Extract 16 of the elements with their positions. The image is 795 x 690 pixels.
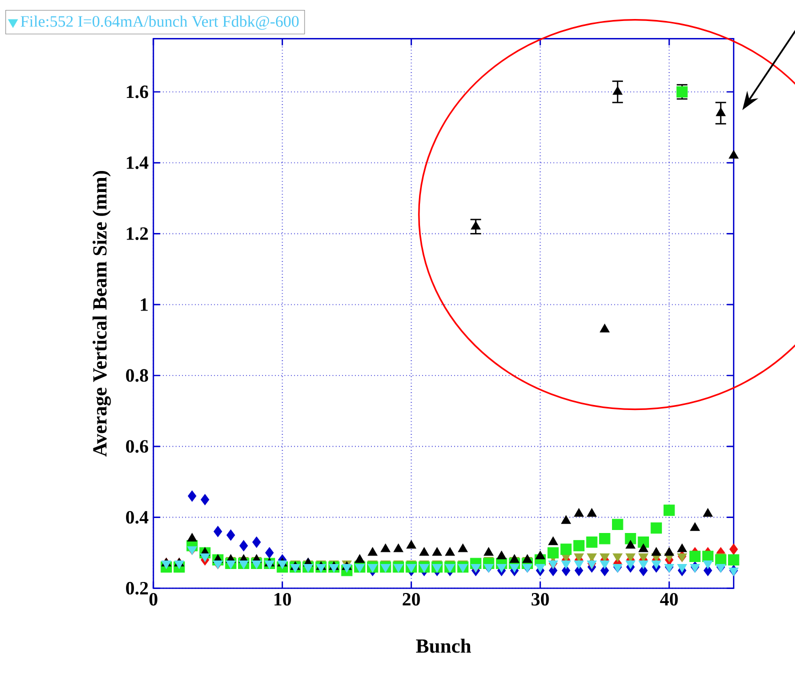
y-tick-label: 1 — [140, 298, 148, 311]
x-tick-label: 10 — [274, 593, 291, 606]
x-axis-title: Bunch — [416, 638, 472, 654]
y-tick-label: 1.6 — [126, 86, 148, 98]
y-tick-label: 1.2 — [126, 228, 148, 240]
x-tick-label: 0 — [149, 593, 158, 606]
x-tick-label: 40 — [660, 593, 678, 606]
y-axis-title: Average Vertical Beam Size (mm) — [92, 171, 111, 457]
y-tick-label: 0.6 — [126, 440, 148, 453]
y-tick-label: 0.4 — [126, 511, 148, 524]
y-tick-label: 1.4 — [126, 156, 148, 170]
x-tick-label: 20 — [402, 593, 420, 606]
y-tick-label: 0.8 — [126, 369, 148, 382]
legend-label: File:552 I=0.64mA/bunch Vert Fdbk@-600 — [20, 16, 299, 30]
x-tick-label: 30 — [532, 593, 549, 606]
y-tick-label: 0.2 — [126, 582, 148, 595]
